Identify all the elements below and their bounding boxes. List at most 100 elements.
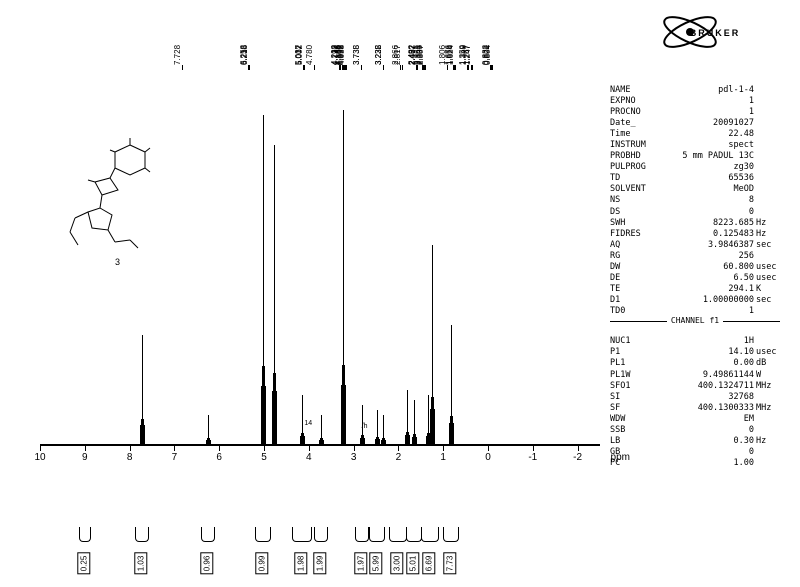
param-row: NS8: [610, 195, 780, 206]
param-value: 400.1324711: [698, 381, 754, 391]
axis-tick-label: 7: [172, 452, 178, 463]
param-unit: usec: [756, 262, 780, 273]
param-value: 256: [739, 251, 754, 261]
param-row: DS0: [610, 207, 780, 218]
param-row: SWH8223.685Hz: [610, 218, 780, 229]
integral: 1.97: [355, 527, 369, 542]
integral: 1.03: [135, 527, 149, 542]
param-row: D11.00000000sec: [610, 295, 780, 306]
param-unit: sec: [756, 240, 780, 251]
param-key: TD0: [610, 306, 625, 317]
param-row: TE294.1K: [610, 284, 780, 295]
peak-label: 7.728: [173, 45, 182, 65]
param-row: PULPROGzg30: [610, 162, 780, 173]
integral: 5.01: [406, 527, 422, 542]
axis-tick: [354, 446, 355, 451]
param-value: 1.00: [734, 458, 754, 468]
integral: 1.99: [314, 527, 328, 542]
param-value: spect: [728, 140, 754, 150]
param-key: Time: [610, 129, 630, 140]
param-key: SOLVENT: [610, 184, 646, 195]
param-value: pdl-1-4: [718, 85, 754, 95]
param-unit: usec: [756, 273, 780, 284]
peak-label: 3.228: [374, 45, 383, 65]
param-value: MeOD: [734, 184, 754, 194]
param-value: 1H: [744, 336, 754, 346]
param-value: 8: [749, 195, 754, 205]
axis-tick-label: 0: [485, 452, 491, 463]
param-row: PL1W9.49861144W: [610, 370, 780, 381]
peak-label: 2.307: [416, 45, 425, 65]
param-key: INSTRUM: [610, 140, 646, 151]
param-value: 1: [749, 306, 754, 316]
param-key: SSB: [610, 425, 625, 436]
nmr-spectrum: ppm 109876543210-1-2 14/h: [40, 75, 600, 465]
param-key: DW: [610, 262, 620, 273]
axis-tick: [174, 446, 175, 451]
param-row: PC1.00: [610, 458, 780, 469]
param-key: FIDRES: [610, 229, 641, 240]
param-key: PULPROG: [610, 162, 646, 173]
param-row: PROCNO1: [610, 107, 780, 118]
integral-value: 5.01: [406, 553, 419, 575]
param-key: PL1: [610, 358, 625, 369]
param-key: AQ: [610, 240, 620, 251]
integral-value: 1.03: [134, 553, 147, 575]
param-row: PROBHD5 mm PADUL 13C: [610, 151, 780, 162]
peak-annotation: 14: [304, 420, 312, 427]
peak-label: 0.804: [483, 45, 492, 65]
axis-tick-label: 2: [396, 452, 402, 463]
param-value: 9.49861144: [703, 370, 754, 380]
param-value: 65536: [728, 173, 754, 183]
axis-tick: [264, 446, 265, 451]
integral: 0.99: [255, 527, 271, 542]
axis-tick-label: 8: [127, 452, 133, 463]
integral-value: 1.99: [313, 553, 326, 575]
param-value: 60.800: [723, 262, 754, 272]
peak-annotation: /h: [362, 423, 368, 430]
param-row: INSTRUM spect: [610, 140, 780, 151]
axis-tick-label: -1: [528, 452, 537, 463]
channel-label: CHANNEL f1: [667, 316, 723, 325]
axis-tick: [219, 446, 220, 451]
param-value: 0.125483: [713, 229, 754, 239]
param-key: RG: [610, 251, 620, 262]
param-row: PL10.00dB: [610, 358, 780, 369]
param-key: TD: [610, 173, 620, 184]
param-value: EM: [744, 414, 754, 424]
param-row: DW 60.800usec: [610, 262, 780, 273]
axis-tick: [443, 446, 444, 451]
integral: 5.99: [369, 527, 385, 542]
param-value: 1: [749, 96, 754, 106]
param-value: 8223.685: [713, 218, 754, 228]
axis-tick-label: 1: [440, 452, 446, 463]
param-value: 14.10: [728, 347, 754, 357]
integral-value: 7.73: [444, 553, 457, 575]
param-key: GB: [610, 447, 620, 458]
param-row: LB0.30Hz: [610, 436, 780, 447]
param-value: 3.9846387: [708, 240, 754, 250]
param-row: Time 22.48: [610, 129, 780, 140]
param-value: 22.48: [728, 129, 754, 139]
param-row: SOLVENT MeOD: [610, 184, 780, 195]
param-value: 400.1300333: [698, 403, 754, 413]
integral: 1.98: [292, 527, 312, 542]
integrals-region: 0.251.030.960.991.981.991.975.993.005.01…: [40, 527, 600, 587]
axis-tick: [533, 446, 534, 451]
axis-tick-label: 10: [34, 452, 45, 463]
param-row: NUC11H: [610, 336, 780, 347]
axis-tick: [488, 446, 489, 451]
integral-value: 1.98: [294, 553, 307, 575]
param-value: 0: [749, 425, 754, 435]
peak-label: 4.780: [305, 45, 314, 65]
axis-tick-label: 5: [261, 452, 267, 463]
param-value: 0.00: [734, 358, 754, 368]
param-value: 32768: [728, 392, 754, 402]
param-row: SFO1400.1324711MHz: [610, 381, 780, 392]
integral-value: 0.99: [255, 553, 268, 575]
param-key: WDW: [610, 414, 625, 425]
param-unit: MHz: [756, 381, 780, 392]
bruker-logo: BRUKER: [660, 15, 770, 50]
axis-tick-label: -2: [573, 452, 582, 463]
param-row: P114.10usec: [610, 347, 780, 358]
